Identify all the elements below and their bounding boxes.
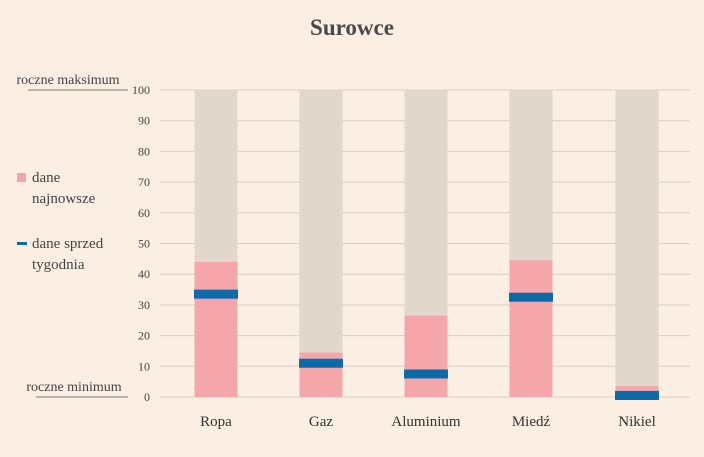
chart-title: Surowce: [310, 15, 394, 40]
x-tick-label: Miedź: [512, 414, 551, 430]
legend-label: tygodnia: [32, 257, 85, 273]
y-axis-ticks: 0 10 20 30 40 50 60 70 80 90 100: [132, 83, 150, 404]
y-tick-label: 90: [138, 114, 150, 128]
legend-swatch-latest: [17, 173, 26, 182]
week-ago-marker: [194, 289, 238, 299]
week-ago-marker: [615, 390, 659, 400]
y-tick-label: 70: [138, 175, 150, 189]
legend-label: najnowsze: [32, 191, 96, 207]
x-tick-label: Nikiel: [618, 414, 656, 430]
latest-bar: [194, 261, 238, 397]
y-tick-label: 20: [138, 329, 150, 343]
y-tick-label: 30: [138, 298, 150, 312]
range-label-top: roczne maksimum: [16, 73, 119, 88]
week-ago-marker: [404, 369, 448, 379]
range-label-bottom: roczne minimum: [26, 380, 121, 395]
y-tick-label: 80: [138, 144, 150, 158]
y-tick-label: 60: [138, 206, 150, 220]
legend-label: dane sprzed: [32, 236, 104, 252]
latest-bar: [404, 315, 448, 397]
x-tick-label: Gaz: [309, 414, 333, 430]
y-tick-label: 10: [138, 359, 150, 373]
y-tick-label: 40: [138, 267, 150, 281]
legend-swatch-week-ago: [17, 242, 27, 245]
legend: dane najnowsze dane sprzed tygodnia: [17, 170, 104, 273]
x-tick-label: Ropa: [200, 414, 232, 430]
week-ago-marker: [299, 358, 343, 368]
y-tick-label: 0: [144, 390, 150, 404]
week-ago-markers: [194, 289, 659, 400]
legend-label: dane: [32, 170, 61, 186]
x-tick-label: Aluminium: [391, 414, 461, 430]
range-bar: [299, 90, 343, 397]
latest-bar: [509, 260, 553, 397]
y-tick-label: 100: [132, 83, 150, 97]
x-axis-ticks: Ropa Gaz Aluminium Miedź Nikiel: [200, 414, 656, 430]
y-tick-label: 50: [138, 237, 150, 251]
range-bar: [615, 90, 659, 397]
week-ago-marker: [509, 292, 553, 302]
